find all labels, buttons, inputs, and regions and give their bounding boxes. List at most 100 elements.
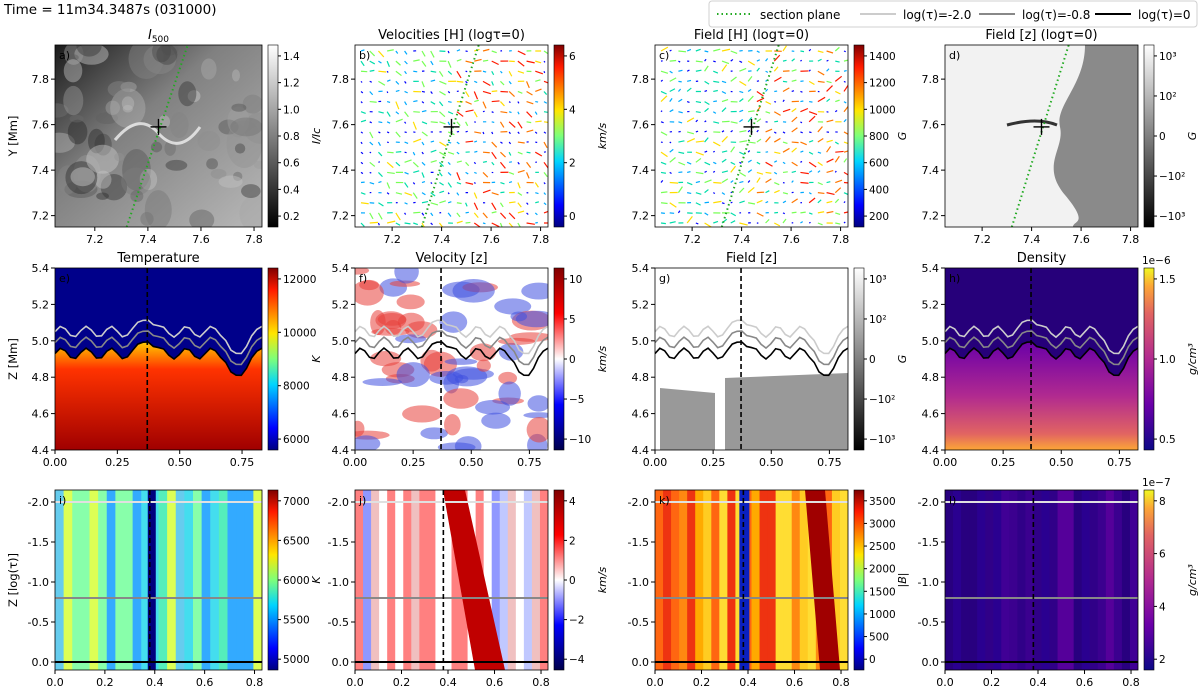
- velocity-arrow: [782, 87, 790, 92]
- velocity-arrow: [543, 202, 547, 206]
- velocity-arrow: [517, 151, 523, 155]
- velocity-arrow: [369, 80, 373, 83]
- velocity-arrow: [404, 121, 407, 124]
- plot-area: [355, 45, 548, 227]
- x-tick-label: 7.2: [973, 233, 991, 246]
- colorbar-tick-label: 7000: [283, 496, 310, 508]
- velocity-arrow: [686, 69, 690, 72]
- velocity-arrow: [543, 172, 548, 178]
- x-tick-label: 7.2: [683, 233, 701, 246]
- column-stripe: [1001, 490, 1011, 670]
- velocity-arrow: [543, 101, 548, 104]
- velocity-arrow: [695, 111, 701, 114]
- axes-frame: [54, 267, 263, 451]
- velocity-arrow: [817, 161, 823, 167]
- granule: [100, 174, 128, 201]
- velocity-arrow: [360, 192, 366, 195]
- velocity-arrow: [430, 222, 433, 226]
- velocity-arrow: [756, 177, 761, 183]
- velocity-arrow: [730, 220, 736, 224]
- y-tick-label: 5.0: [632, 335, 650, 348]
- velocity-arrow: [747, 187, 755, 194]
- y-tick-label: 7.2: [332, 210, 350, 223]
- velocity-arrow: [773, 171, 778, 175]
- velocity-arrow: [369, 50, 376, 57]
- granule: [70, 167, 95, 187]
- velocity-arrow: [369, 161, 376, 167]
- velocity-arrow: [499, 212, 507, 219]
- velocity-arrow: [543, 50, 548, 54]
- granule: [122, 148, 151, 191]
- axes-frame: [944, 489, 1139, 671]
- column-stripe: [451, 490, 461, 670]
- plot-area: [55, 45, 262, 227]
- panel-letter: j): [358, 494, 366, 507]
- panel-title: Velocity [z]: [415, 251, 487, 266]
- velocity-arrow: [421, 131, 428, 137]
- column-stripe: [201, 490, 212, 670]
- velocity-patch: [526, 416, 548, 443]
- velocity-arrow: [765, 70, 769, 73]
- velocity-arrow: [669, 202, 677, 208]
- granule: [96, 192, 109, 200]
- velocity-arrow: [378, 180, 382, 184]
- granule: [95, 112, 119, 125]
- column-stripe: [98, 490, 108, 670]
- colorbar-exponent: 1e−7: [1142, 477, 1171, 489]
- x-tick-label: 7.8: [532, 233, 550, 246]
- y-tick-label: 0.0: [922, 656, 940, 669]
- velocity-arrow: [835, 60, 840, 63]
- velocity-arrow: [773, 54, 781, 62]
- velocity-arrow: [713, 161, 717, 165]
- velocity-arrow: [721, 64, 728, 72]
- axes-frame: [354, 44, 549, 228]
- velocity-arrow: [730, 76, 737, 82]
- column-stripe: [969, 490, 979, 670]
- y-tick-label: 5.2: [922, 298, 940, 311]
- colorbar-label: G: [1186, 132, 1199, 141]
- weak-field-column: [739, 490, 750, 670]
- velocity-arrow: [773, 66, 779, 72]
- velocity-arrow: [756, 97, 765, 103]
- velocity-arrow: [765, 201, 769, 204]
- velocity-arrow: [704, 212, 709, 216]
- x-tick-label: 0.50: [167, 456, 192, 469]
- velocity-arrow: [482, 151, 490, 154]
- velocity-arrow: [765, 128, 773, 133]
- granule: [230, 117, 262, 137]
- panel-title: Field [H] (logτ=0): [694, 28, 809, 43]
- velocity-arrow: [456, 160, 462, 163]
- velocity-arrow: [465, 91, 470, 98]
- velocity-arrow: [534, 151, 543, 157]
- granule: [88, 128, 105, 154]
- velocity-arrow: [517, 222, 521, 227]
- column-stripe: [210, 490, 220, 670]
- column-stripe: [193, 490, 203, 670]
- velocity-arrow: [421, 50, 426, 57]
- velocity-arrow: [782, 141, 788, 145]
- column-stripe: [671, 490, 681, 670]
- velocity-arrow: [773, 131, 777, 134]
- velocity-arrow: [386, 182, 391, 189]
- velocity-arrow: [395, 151, 402, 153]
- velocity-arrow: [835, 150, 844, 153]
- velocity-patch: [394, 268, 419, 284]
- velocity-arrow: [739, 60, 743, 63]
- velocity-arrow: [517, 121, 523, 129]
- velocity-arrow: [543, 161, 548, 169]
- velocity-arrow: [756, 212, 764, 217]
- tau-contour-0: [355, 319, 548, 355]
- velocity-arrow: [404, 70, 407, 75]
- colorbar-label: K: [310, 576, 323, 584]
- granule: [128, 45, 164, 80]
- velocity-arrow: [438, 172, 443, 177]
- panel-i: i) 0.0 0.2 0.4 0.6 0.8 -2.0 -1.5 -1.0 -0.5 0.0 Z [l…: [6, 489, 323, 689]
- velocity-arrow: [678, 121, 683, 124]
- velocity-arrow: [543, 111, 548, 113]
- velocity-arrow: [412, 151, 416, 156]
- velocity-arrow: [465, 109, 474, 113]
- velocity-arrow: [669, 109, 674, 113]
- panel-title: Field [z] (logτ=0): [985, 28, 1097, 43]
- velocity-arrow: [704, 89, 708, 93]
- velocity-arrow: [412, 121, 417, 130]
